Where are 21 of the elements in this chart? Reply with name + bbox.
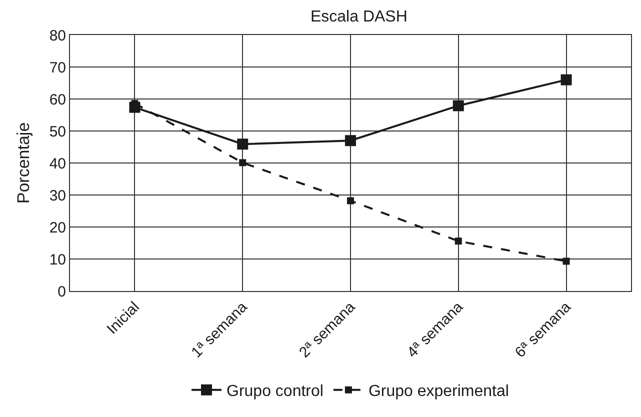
chart-title: Escala DASH <box>310 8 408 26</box>
point <box>562 258 570 265</box>
y-tick-label: 50 <box>49 123 66 140</box>
point <box>345 135 356 146</box>
y-tick-label: 70 <box>49 59 66 76</box>
y-tick-label: 20 <box>49 219 66 236</box>
point <box>454 238 462 245</box>
point <box>347 197 354 204</box>
y-tick-label: 80 <box>49 27 66 44</box>
point <box>237 138 248 150</box>
point <box>560 74 572 86</box>
y-tick-label: 0 <box>58 283 66 300</box>
point <box>239 159 246 166</box>
y-tick-label: 40 <box>49 155 66 172</box>
y-tick-label: 60 <box>49 91 66 108</box>
legend-label: Grupo control <box>226 383 324 400</box>
y-axis-title: Porcentaje <box>14 122 33 204</box>
legend-label: Grupo experimental <box>368 383 509 400</box>
y-tick-label: 30 <box>49 187 66 204</box>
y-tick-label: 10 <box>49 251 66 268</box>
point <box>452 100 464 112</box>
